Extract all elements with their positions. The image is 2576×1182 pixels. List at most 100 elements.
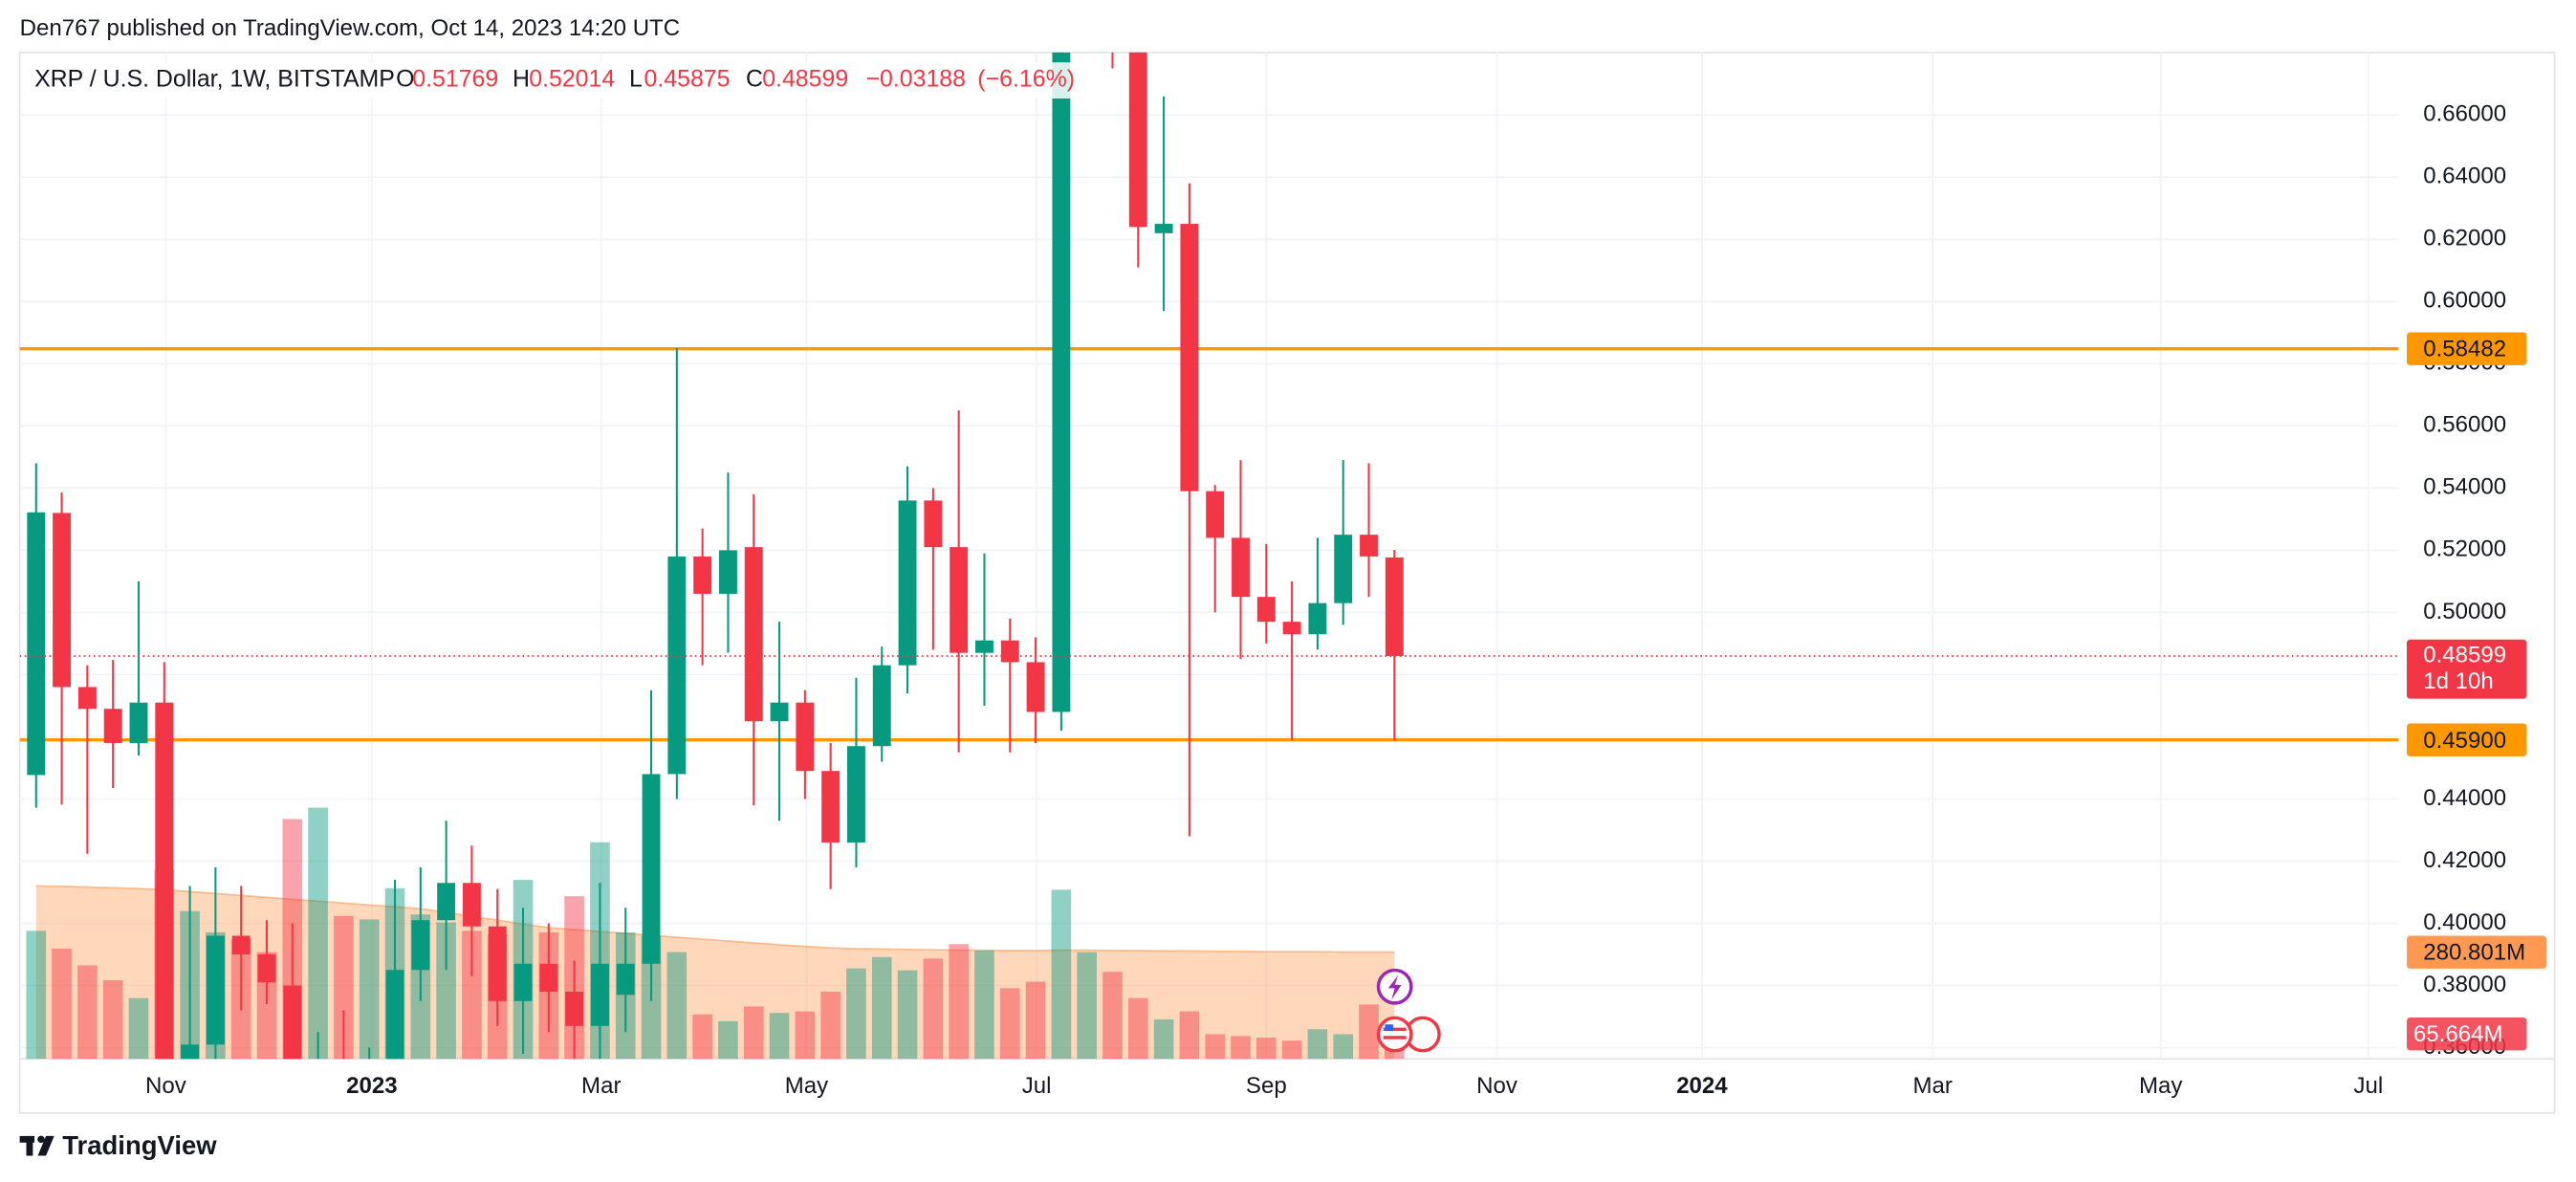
candle-body [77, 687, 97, 710]
y-tick-label: 0.42000 [2423, 847, 2506, 873]
candle-body [590, 963, 609, 1026]
x-tick-label: Mar [1912, 1073, 1952, 1099]
volume-ma-line [35, 885, 1395, 953]
symbol-title: XRP / U.S. Dollar, 1W, BITSTAMP [34, 66, 395, 93]
flag-stripe [1383, 1027, 1407, 1032]
event-icon-glyph [1387, 974, 1402, 1000]
flag-stripe [1383, 1036, 1407, 1040]
level-label-bg [2407, 332, 2527, 365]
volume-bar [1127, 997, 1148, 1060]
volume-bar [1359, 1004, 1379, 1060]
candle-body [181, 1044, 200, 1060]
axes: 0.360000.380000.400000.420000.440000.460… [145, 101, 2547, 1099]
chart-frame [18, 52, 2556, 1114]
y-tick-label: 0.38000 [2423, 972, 2506, 997]
candle-body [744, 547, 763, 722]
flag-canton [1385, 1024, 1393, 1032]
candle-body [1256, 597, 1276, 623]
x-tick-label: Mar [581, 1073, 621, 1099]
volume-bar [1231, 1036, 1251, 1060]
volume-bar [1205, 1034, 1226, 1060]
volume-ma-label: 280.801M [2423, 940, 2525, 966]
candle-body [950, 547, 969, 653]
volume-bar [820, 991, 840, 1060]
x-tick-label: Sep [1246, 1073, 1287, 1099]
volume-bar [308, 807, 328, 1060]
footer-brand[interactable]: TradingView [62, 1130, 217, 1160]
candle-body [770, 702, 789, 722]
volume-bar [666, 952, 688, 1060]
candle-body [27, 512, 46, 776]
candle-body [53, 513, 72, 688]
x-tick-label: Nov [1476, 1073, 1517, 1099]
logo-part [37, 1135, 45, 1144]
legend-low: 0.45875 [644, 66, 731, 93]
level-label: 0.58482 [2423, 337, 2506, 362]
y-tick-label: 0.50000 [2423, 599, 2506, 624]
level-label: 0.45900 [2423, 728, 2506, 754]
volume-bar [26, 930, 47, 1060]
event-icon[interactable] [1376, 1016, 1413, 1053]
candle-body [1334, 535, 1353, 603]
candle-body [539, 963, 558, 993]
candle-body [1052, 52, 1071, 712]
volume-bar [743, 1006, 764, 1060]
volume-bar [846, 968, 866, 1060]
plot-area [19, 52, 2399, 1060]
legend-change: −0.03188 [865, 66, 966, 93]
candle-body [565, 992, 584, 1026]
volume-bar [52, 949, 72, 1060]
footer-logo [19, 1135, 55, 1156]
legend-high: 0.52014 [529, 66, 615, 93]
volume-bar [692, 1014, 712, 1060]
y-tick-label: 0.62000 [2423, 226, 2506, 252]
volume-bar [769, 1013, 790, 1060]
y-tick-label: 0.52000 [2423, 536, 2506, 562]
volume-bar [1077, 952, 1097, 1060]
candle-body [1232, 537, 1250, 598]
candle-body [1180, 224, 1199, 492]
x-tick-label: Jul [2353, 1073, 2383, 1099]
level-label-bg [2407, 723, 2527, 756]
y-tick-label: 0.56000 [2423, 412, 2506, 438]
candle-body [206, 935, 225, 1045]
y-tick-label: 0.54000 [2423, 474, 2506, 500]
volume-bar [949, 944, 969, 1060]
candle-body [1385, 557, 1404, 656]
candle-body [796, 702, 815, 772]
y-tick-label: 0.64000 [2423, 164, 2506, 189]
volume-bar [718, 1020, 738, 1060]
volume-bar [871, 956, 892, 1060]
candle-body [1360, 535, 1378, 557]
volume-bar [1179, 1011, 1200, 1060]
candle-body [1206, 491, 1225, 538]
volume-bar [923, 958, 944, 1060]
volume-bar [1281, 1040, 1302, 1060]
volume-label-bg [2407, 1017, 2527, 1051]
candle-body [616, 963, 635, 996]
candle-body [231, 935, 251, 955]
volume-bar [77, 965, 98, 1060]
candle-body [283, 985, 302, 1060]
candle-body [129, 702, 148, 743]
candle-body [385, 970, 404, 1060]
legend-change-pct: (−6.16%) [977, 66, 1075, 93]
candle-body [462, 883, 481, 927]
x-tick-label: Jul [1022, 1073, 1052, 1099]
candle-body [667, 556, 687, 775]
legend-label: C [746, 66, 763, 93]
candle-body [1154, 224, 1173, 233]
candle-body [1026, 662, 1045, 712]
y-tick-label: 0.40000 [2423, 909, 2506, 935]
x-tick-label: 2023 [346, 1073, 397, 1099]
candle-body [975, 640, 993, 653]
candle-body [847, 746, 865, 843]
volume-bar [436, 922, 456, 1060]
candle-body [1128, 52, 1147, 228]
x-tick-label: 2024 [1676, 1073, 1728, 1099]
volume-bar [359, 919, 380, 1060]
legend-label: L [629, 66, 643, 93]
candle-body [693, 556, 712, 594]
volume-label: 65.664M [2413, 1021, 2503, 1047]
